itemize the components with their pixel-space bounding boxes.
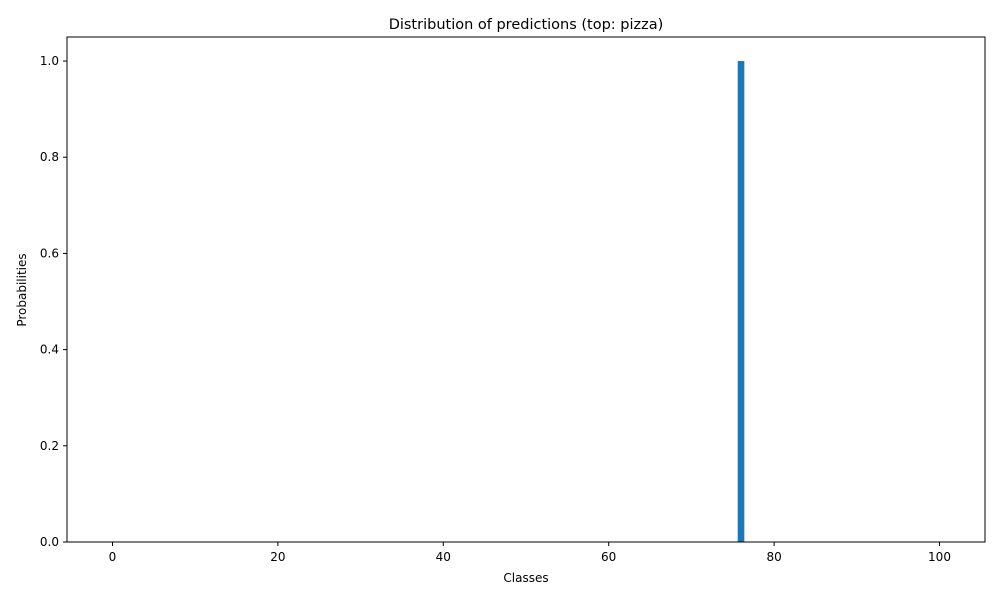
y-tick-label: 0.6 <box>40 246 59 260</box>
x-tick-label: 60 <box>601 550 616 564</box>
x-tick-label: 20 <box>270 550 285 564</box>
x-tick-label: 40 <box>436 550 451 564</box>
y-axis-label: Probabilities <box>15 253 29 326</box>
y-tick-label: 0.8 <box>40 150 59 164</box>
x-axis: 0 20 40 60 80 100 <box>109 542 951 564</box>
y-tick-label: 0.2 <box>40 439 59 453</box>
bar-class-76 <box>737 61 745 543</box>
plot-frame <box>66 36 986 543</box>
y-tick-label: 0.0 <box>40 535 59 549</box>
y-axis: 0.0 0.2 0.4 0.6 0.8 1.0 <box>40 54 67 549</box>
x-tick-label: 100 <box>928 550 951 564</box>
x-tick-label: 0 <box>109 550 117 564</box>
x-tick-label: 80 <box>766 550 781 564</box>
x-axis-label: Classes <box>503 571 548 585</box>
y-tick-label: 1.0 <box>40 54 59 68</box>
chart-title: Distribution of predictions (top: pizza) <box>389 17 664 33</box>
y-tick-label: 0.4 <box>40 343 59 357</box>
bars-layer <box>737 61 745 543</box>
